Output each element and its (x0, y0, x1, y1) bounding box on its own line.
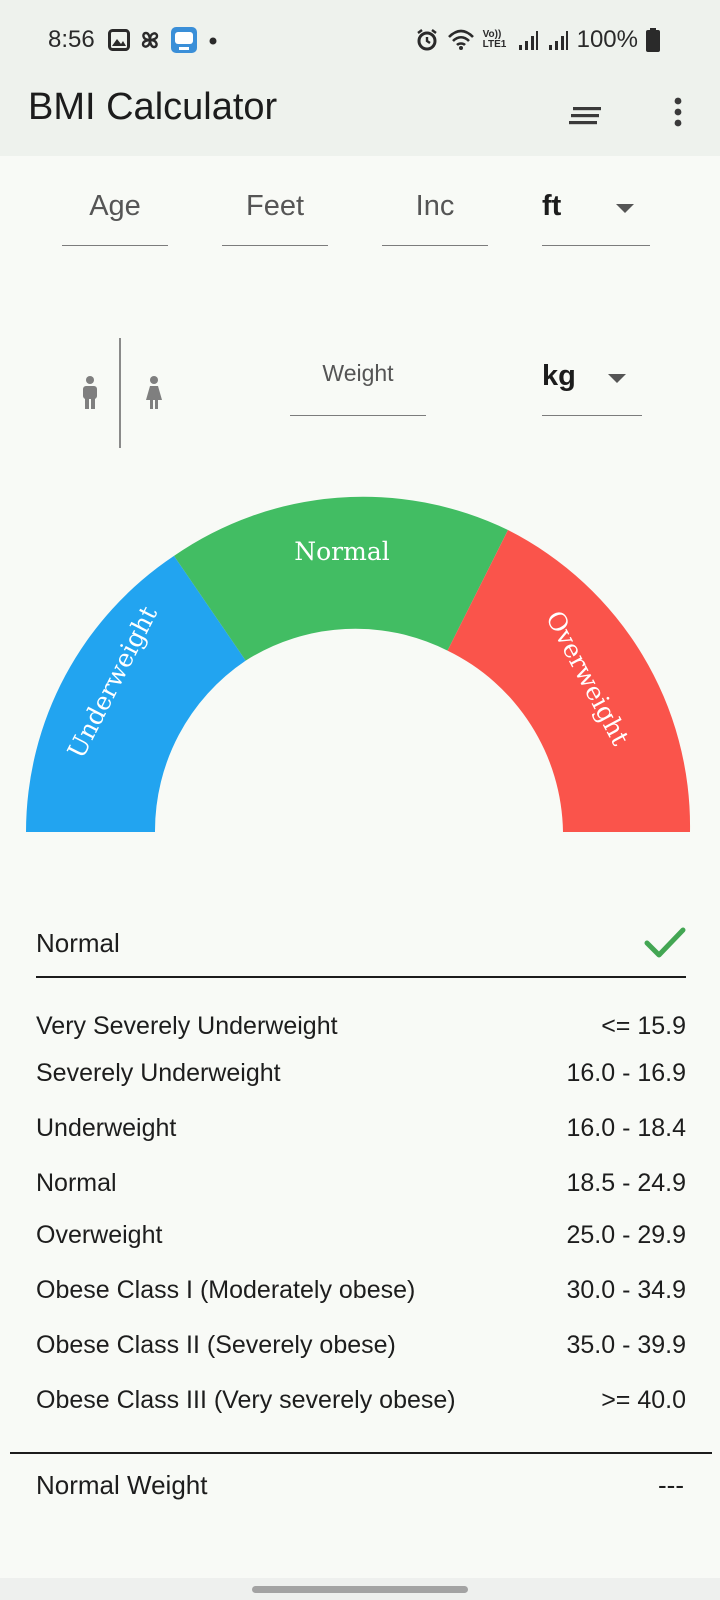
category-name: Normal (36, 1169, 117, 1197)
category-range: 30.0 - 34.9 (566, 1276, 686, 1304)
alarm-icon (416, 29, 437, 51)
normal-weight-label: Normal Weight (36, 1470, 208, 1500)
wifi-icon (447, 29, 474, 50)
gesture-handle[interactable] (252, 1586, 468, 1593)
more-vert-icon (674, 97, 682, 127)
normal-weight-value: --- (658, 1470, 684, 1500)
weight-field[interactable]: Weight (290, 350, 426, 416)
battery-percentage: 100% (576, 26, 638, 53)
notification-icons (108, 26, 220, 54)
pinwheel-icon (141, 31, 159, 49)
system-icons: Vo)) LTE1 100% (415, 26, 660, 54)
more-options-button[interactable] (662, 88, 694, 136)
chevron-down-icon (608, 374, 626, 383)
dot-icon (209, 37, 217, 45)
age-placeholder: Age (89, 190, 141, 222)
weight-unit-dropdown[interactable]: kg (542, 350, 642, 416)
bmi-gauge: Underweight Normal Overweight (26, 496, 691, 832)
gender-toggle (74, 338, 170, 448)
female-icon[interactable] (144, 376, 164, 415)
gender-divider (119, 338, 121, 448)
gauge-label-normal: Normal (294, 537, 389, 566)
category-name: Overweight (36, 1221, 163, 1249)
status-bar: 8:56 Vo)) LTE1 100% (0, 0, 720, 80)
category-range: <= 15.9 (601, 1012, 686, 1040)
weight-placeholder: Weight (322, 360, 394, 386)
feet-field[interactable]: Feet (222, 180, 328, 246)
app-badge-icon (171, 27, 197, 53)
check-icon (644, 927, 686, 958)
current-category-label: Normal (36, 928, 120, 958)
network-type-label: Vo)) LTE1 (482, 29, 507, 50)
category-range: 16.0 - 16.9 (566, 1059, 686, 1087)
image-icon (108, 29, 130, 51)
category-range: >= 40.0 (601, 1386, 686, 1414)
height-unit-dropdown[interactable]: ft (542, 180, 650, 246)
category-range: 25.0 - 29.9 (566, 1221, 686, 1249)
app-title: BMI Calculator (28, 86, 278, 128)
inch-placeholder: Inc (415, 190, 455, 222)
navigation-bar (0, 1578, 720, 1600)
gauge-segment-overweight (447, 530, 691, 832)
divider (10, 1452, 712, 1454)
inch-field[interactable]: Inc (382, 180, 488, 246)
battery-icon (646, 28, 660, 52)
height-unit-value: ft (542, 190, 562, 222)
filter-icon (569, 107, 601, 125)
chevron-down-icon (616, 204, 634, 213)
category-range: 18.5 - 24.9 (566, 1169, 686, 1197)
gauge-segment-normal (174, 496, 508, 661)
status-time: 8:56 (48, 26, 95, 53)
signal-icon (548, 31, 568, 50)
category-name: Obese Class II (Severely obese) (36, 1331, 396, 1359)
male-icon[interactable] (80, 376, 100, 415)
category-name: Obese Class I (Moderately obese) (36, 1276, 416, 1304)
category-name: Underweight (36, 1114, 177, 1142)
signal-icon (518, 31, 538, 50)
age-field[interactable]: Age (62, 180, 168, 246)
feet-placeholder: Feet (245, 190, 305, 222)
category-range: 16.0 - 18.4 (566, 1114, 686, 1142)
gauge-segment-underweight (26, 555, 246, 832)
filter-button[interactable] (566, 96, 606, 136)
category-range: 35.0 - 39.9 (566, 1331, 686, 1359)
current-category-row: Normal (36, 908, 686, 978)
app-bar: BMI Calculator (0, 80, 720, 156)
weight-unit-value: kg (542, 360, 576, 392)
category-name: Severely Underweight (36, 1059, 281, 1087)
category-name: Very Severely Underweight (36, 1012, 338, 1040)
category-name: Obese Class III (Very severely obese) (36, 1386, 456, 1414)
